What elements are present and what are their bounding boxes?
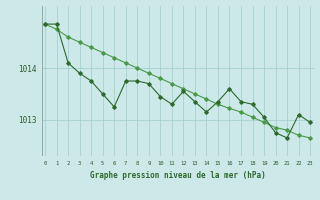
X-axis label: Graphe pression niveau de la mer (hPa): Graphe pression niveau de la mer (hPa) [90,171,266,180]
